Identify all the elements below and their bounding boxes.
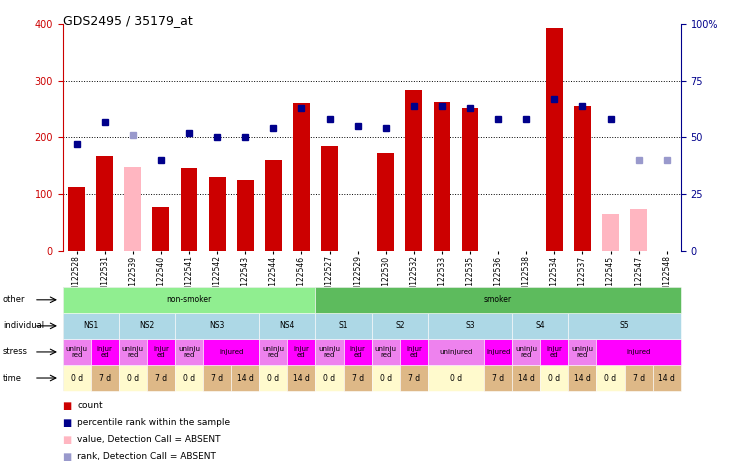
Text: value, Detection Call = ABSENT: value, Detection Call = ABSENT [77, 435, 221, 444]
Text: 7 d: 7 d [632, 374, 645, 383]
Text: 7 d: 7 d [492, 374, 504, 383]
Text: 14 d: 14 d [574, 374, 591, 383]
Text: S3: S3 [465, 321, 475, 330]
Text: NS3: NS3 [210, 321, 224, 330]
Text: S2: S2 [395, 321, 405, 330]
Text: 14 d: 14 d [658, 374, 675, 383]
Bar [265, 160, 282, 251]
Text: GDS2495 / 35179_at: GDS2495 / 35179_at [63, 14, 192, 27]
Text: 7 d: 7 d [352, 374, 364, 383]
Text: ■: ■ [63, 435, 72, 445]
Text: 0 d: 0 d [267, 374, 280, 383]
Text: S1: S1 [339, 321, 348, 330]
Text: 14 d: 14 d [518, 374, 534, 383]
Text: percentile rank within the sample: percentile rank within the sample [77, 418, 230, 427]
Text: 14 d: 14 d [293, 374, 310, 383]
Text: 7 d: 7 d [211, 374, 223, 383]
Text: non-smoker: non-smoker [166, 295, 212, 304]
Text: ■: ■ [63, 452, 72, 462]
Bar [152, 207, 169, 251]
Text: 0 d: 0 d [548, 374, 560, 383]
Bar [630, 209, 647, 251]
Text: 0 d: 0 d [450, 374, 462, 383]
Text: 7 d: 7 d [155, 374, 167, 383]
Text: injured: injured [219, 349, 244, 355]
Bar [434, 101, 450, 251]
Text: injur
ed: injur ed [294, 346, 309, 358]
Text: NS4: NS4 [280, 321, 295, 330]
Text: injur
ed: injur ed [153, 346, 169, 358]
Text: uninju
red: uninju red [515, 346, 537, 358]
Text: 7 d: 7 d [99, 374, 111, 383]
Text: S4: S4 [536, 321, 545, 330]
Text: injured: injured [626, 349, 651, 355]
Text: 0 d: 0 d [604, 374, 617, 383]
Bar [68, 187, 85, 251]
Bar [293, 103, 310, 251]
Bar [237, 180, 254, 251]
Text: uninju
red: uninju red [262, 346, 284, 358]
Text: individual: individual [3, 321, 44, 330]
Text: rank, Detection Call = ABSENT: rank, Detection Call = ABSENT [77, 452, 216, 461]
Text: other: other [3, 295, 26, 304]
Text: NS2: NS2 [139, 321, 155, 330]
Bar [321, 146, 338, 251]
Bar [602, 214, 619, 251]
Bar [124, 167, 141, 251]
Text: uninjured: uninjured [439, 349, 473, 355]
Text: time: time [3, 374, 22, 383]
Text: injur
ed: injur ed [546, 346, 562, 358]
Bar [461, 108, 478, 251]
Text: ■: ■ [63, 418, 72, 428]
Text: injur
ed: injur ed [96, 346, 113, 358]
Text: NS1: NS1 [83, 321, 99, 330]
Text: 14 d: 14 d [237, 374, 254, 383]
Text: 0 d: 0 d [183, 374, 195, 383]
Text: uninju
red: uninju red [178, 346, 200, 358]
Bar [406, 90, 422, 251]
Bar [574, 106, 591, 251]
Text: ■: ■ [63, 401, 72, 410]
Text: S5: S5 [620, 321, 629, 330]
Text: count: count [77, 401, 103, 410]
Text: uninju
red: uninju red [319, 346, 341, 358]
Text: injur
ed: injur ed [350, 346, 366, 358]
Text: uninju
red: uninju red [66, 346, 88, 358]
Text: smoker: smoker [484, 295, 512, 304]
Bar [180, 168, 197, 251]
Text: uninju
red: uninju red [375, 346, 397, 358]
Text: 7 d: 7 d [408, 374, 420, 383]
Text: 0 d: 0 d [71, 374, 82, 383]
Bar [546, 28, 563, 251]
Text: uninju
red: uninju red [122, 346, 144, 358]
Text: stress: stress [3, 347, 28, 356]
Text: 0 d: 0 d [127, 374, 139, 383]
Text: uninju
red: uninju red [571, 346, 593, 358]
Text: injured: injured [486, 349, 510, 355]
Bar [96, 155, 113, 251]
Bar [209, 177, 225, 251]
Bar [378, 154, 394, 251]
Text: 0 d: 0 d [380, 374, 392, 383]
Text: 0 d: 0 d [323, 374, 336, 383]
Text: injur
ed: injur ed [406, 346, 422, 358]
